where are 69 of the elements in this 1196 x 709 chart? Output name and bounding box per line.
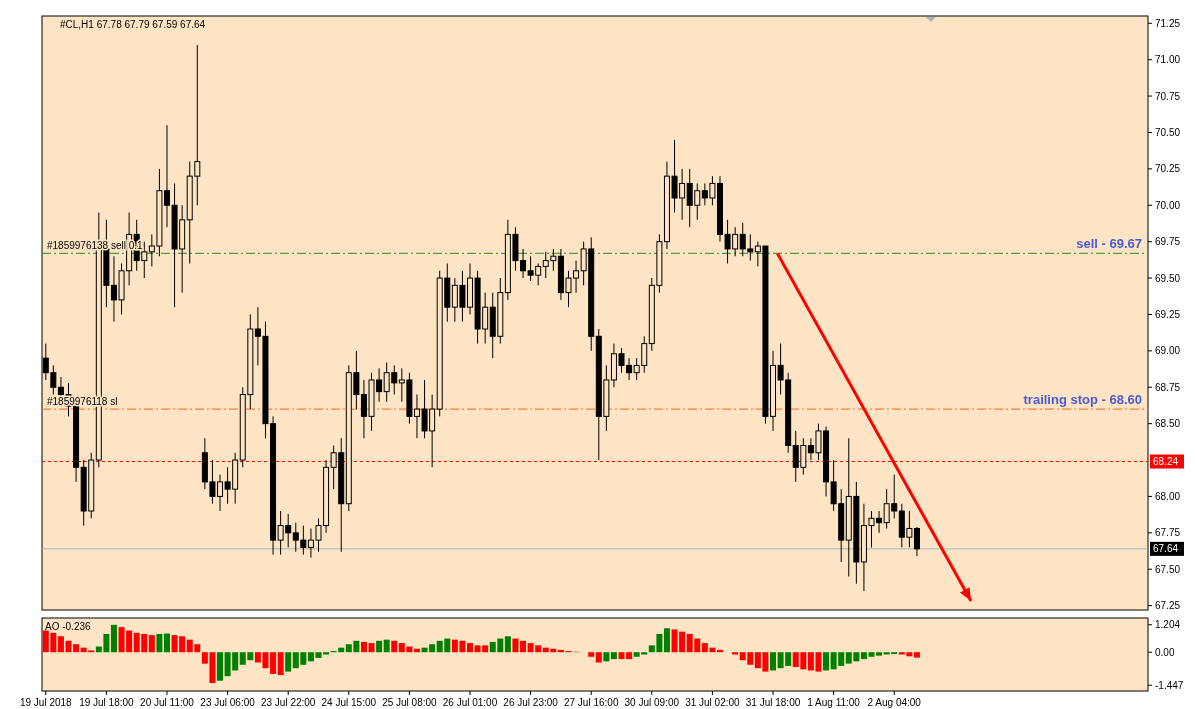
x-tick-label: 26 Jul 01:00 [442, 697, 498, 708]
y-tick-label: 67.75 [1155, 527, 1181, 539]
y-tick-label: 1.204 [1155, 619, 1181, 631]
bar [360, 641, 367, 653]
y-tick-label: 69.25 [1155, 308, 1181, 320]
bar [603, 652, 610, 662]
y-tick-label: 67.25 [1155, 600, 1181, 612]
x-tick-label: 19 Jul 2018 [19, 697, 73, 708]
bar [110, 624, 117, 653]
y-tick-label: 70.00 [1155, 199, 1181, 211]
bar [376, 640, 383, 653]
x-tick-label: 24 Jul 15:00 [321, 697, 377, 708]
bar [368, 643, 375, 653]
bar [610, 652, 617, 660]
y-tick-label: 70.25 [1155, 163, 1181, 175]
y-tick-label: -1.447 [1155, 679, 1184, 691]
bar [732, 652, 739, 655]
x-tick-label: 23 Jul 22:00 [260, 697, 316, 708]
bar [156, 633, 163, 653]
y-tick-label: 69.50 [1155, 272, 1181, 284]
chart-title: AO -0.236 [45, 621, 92, 632]
x-tick-label: 30 Jul 09:00 [624, 697, 680, 708]
x-tick-label: 27 Jul 16:00 [563, 697, 619, 708]
bar [823, 652, 830, 671]
bar [913, 652, 920, 658]
ref-line-label: 68.24 [1153, 456, 1179, 467]
y-tick-label: 70.50 [1155, 126, 1181, 138]
y-tick-label: 68.00 [1155, 490, 1181, 502]
bar [148, 635, 155, 653]
bar [467, 643, 474, 653]
x-tick-label: 25 Jul 08:00 [382, 697, 438, 708]
chart-title: #CL,H1 67.78 67.79 67.59 67.64 [60, 19, 206, 30]
x-tick-label: 23 Jul 06:00 [200, 697, 256, 708]
x-tick-label: 1 Aug 11:00 [807, 697, 861, 708]
bar [860, 652, 867, 660]
bar [520, 640, 527, 653]
bar [57, 636, 64, 653]
bar [663, 628, 670, 653]
x-tick-label: 19 Jul 18:00 [79, 697, 135, 708]
bar [163, 633, 170, 653]
ref-line-label: 67.64 [1153, 543, 1179, 555]
y-tick-label: 68.50 [1155, 418, 1181, 430]
bar [391, 640, 398, 653]
bar [217, 652, 224, 681]
bar [504, 636, 511, 653]
bar [588, 652, 595, 657]
x-tick-label: 20 Jul 11:00 [140, 697, 195, 708]
x-tick-label: 2 Aug 04:00 [867, 697, 922, 708]
y-tick-label: 69.00 [1155, 345, 1181, 357]
y-tick-label: 67.50 [1155, 563, 1181, 575]
x-tick-label: 26 Jul 23:00 [503, 697, 559, 708]
y-tick-label: 0.00 [1155, 646, 1175, 658]
bar [383, 639, 390, 653]
y-tick-label: 69.75 [1155, 236, 1181, 248]
ref-line-label: trailing stop - 68.60 [1023, 392, 1142, 408]
y-tick-label: 71.00 [1155, 54, 1181, 66]
bar [277, 652, 284, 676]
bar [285, 652, 292, 672]
x-tick-label: 31 Jul 02:00 [685, 697, 741, 708]
bar [512, 638, 519, 653]
ref-line-label: sell - 69.67 [1076, 236, 1142, 252]
y-tick-label: 68.75 [1155, 381, 1181, 393]
bar [270, 652, 277, 674]
y-tick-label: 70.75 [1155, 90, 1181, 102]
bar [595, 652, 602, 663]
bar [770, 652, 777, 671]
bar [307, 652, 314, 662]
y-tick-label: 71.25 [1155, 17, 1181, 29]
x-tick-label: 31 Jul 18:00 [745, 697, 801, 708]
